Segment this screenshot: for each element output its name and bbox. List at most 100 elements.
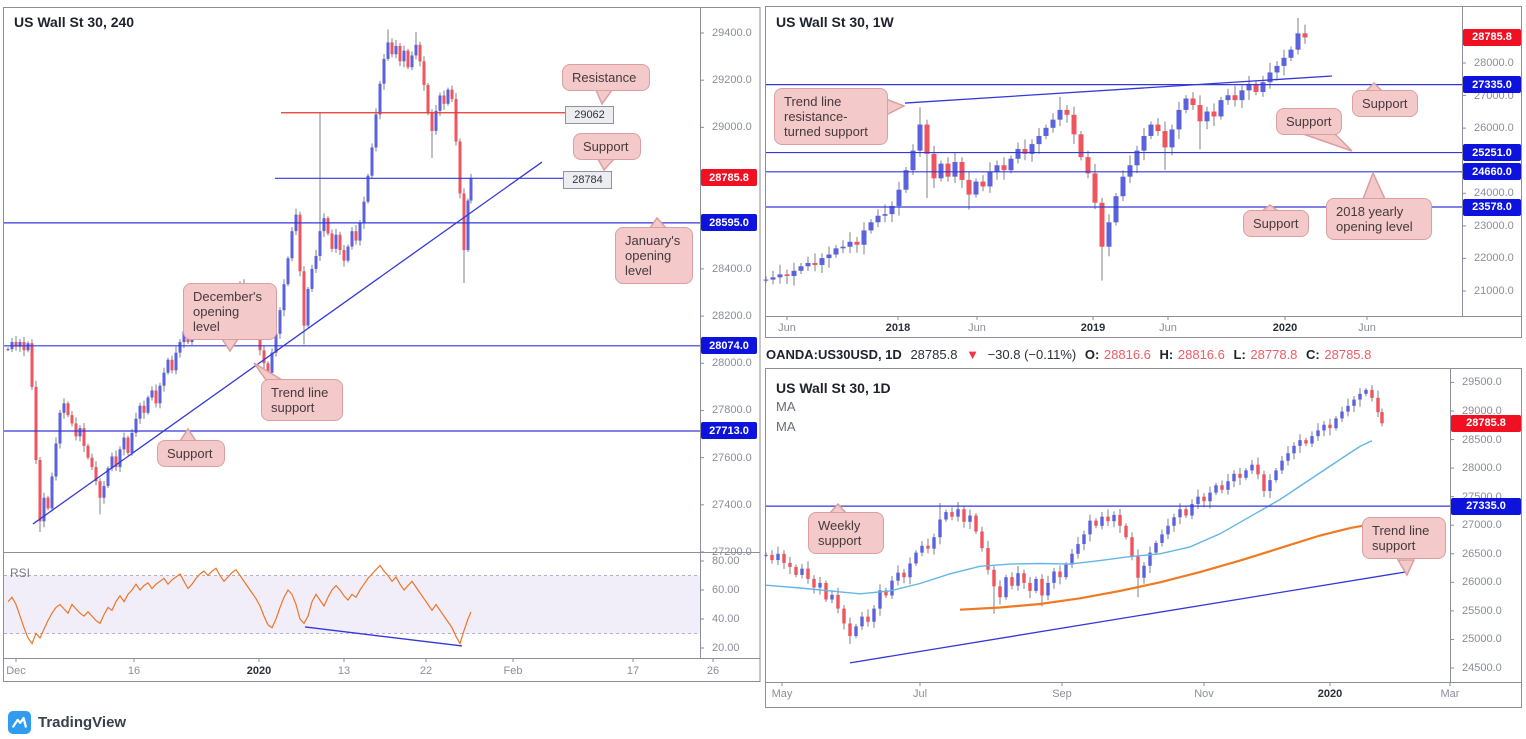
annotation-callout: 2018 yearly opening level bbox=[1326, 198, 1432, 240]
y-axis-label: 27600.0 bbox=[712, 451, 752, 464]
time-axis-label: 16 bbox=[127, 665, 141, 677]
ticker-status-line: OANDA:US30USD, 1D 28785.8 ▼ −30.8 (−0.11… bbox=[766, 347, 1376, 362]
rsi-axis-label: 40.00 bbox=[712, 613, 740, 625]
annotation-callout: December's opening level bbox=[183, 283, 277, 340]
y-axis-label: 29000.0 bbox=[712, 121, 752, 134]
chart-title-4h: US Wall St 30, 240 bbox=[14, 14, 135, 30]
annotation-callout: Resistance bbox=[562, 64, 650, 91]
tradingview-logo[interactable]: TradingView bbox=[8, 711, 126, 734]
rsi-indicator-label[interactable]: RSI bbox=[10, 566, 31, 580]
tradingview-mountain-icon bbox=[8, 711, 31, 734]
y-axis-label: 22000.0 bbox=[1474, 252, 1514, 265]
ticker-close-value: 28785.8 bbox=[1324, 347, 1372, 362]
ticker-high-value: 28816.6 bbox=[1177, 347, 1225, 362]
chart-title-1w: US Wall St 30, 1W bbox=[776, 14, 894, 30]
y-axis-label: 27200.0 bbox=[712, 546, 752, 558]
rsi-axis-label: 20.00 bbox=[712, 642, 740, 654]
time-axis-label: Jul bbox=[912, 688, 928, 700]
ticker-open-value: 28816.6 bbox=[1103, 347, 1151, 362]
y-axis-label: 26000.0 bbox=[1462, 576, 1502, 589]
price-tag-blue: 28595.0 bbox=[701, 214, 757, 232]
annotation-callout: Weekly support bbox=[808, 512, 884, 554]
ma-indicator-label-2[interactable]: MA bbox=[776, 419, 796, 434]
time-axis-label: 22 bbox=[419, 665, 433, 677]
time-axis-label: 26 bbox=[706, 665, 720, 677]
annotation-callout: Support bbox=[1243, 210, 1309, 237]
ticker-low-value: 28778.8 bbox=[1250, 347, 1298, 362]
y-axis-label: 29500.0 bbox=[1462, 376, 1502, 389]
price-tag-blue: 23578.0 bbox=[1463, 198, 1521, 216]
time-axis-label: Jun bbox=[968, 322, 986, 334]
time-axis-label: 2019 bbox=[1080, 322, 1106, 334]
price-tag-red: 28785.8 bbox=[701, 169, 757, 187]
price-tag-red: 28785.8 bbox=[1451, 414, 1521, 432]
y-axis-label: 25000.0 bbox=[1462, 633, 1502, 646]
time-axis-label: 2018 bbox=[885, 322, 911, 334]
rsi-axis-label: 60.00 bbox=[712, 584, 740, 596]
time-axis-label: May bbox=[771, 688, 793, 700]
ticker-low-label: L: bbox=[1233, 347, 1246, 362]
y-axis-label: 28200.0 bbox=[712, 310, 752, 323]
price-tag-blue: 27335.0 bbox=[1451, 497, 1521, 515]
ticker-open-label: O: bbox=[1084, 347, 1100, 362]
y-axis-label: 27000.0 bbox=[1462, 519, 1502, 532]
time-axis-label: Dec bbox=[6, 665, 26, 677]
y-axis-label: 25500.0 bbox=[1462, 604, 1502, 617]
price-level-label[interactable]: 28784 bbox=[563, 171, 612, 189]
time-axis-label: Sep bbox=[1052, 688, 1072, 700]
annotation-callout: January's opening level bbox=[615, 227, 693, 284]
y-axis-label: 29200.0 bbox=[712, 74, 752, 87]
price-tag-blue: 25251.0 bbox=[1463, 144, 1521, 162]
y-axis-label: 28000.0 bbox=[712, 357, 752, 370]
tradingview-logo-text: TradingView bbox=[38, 714, 127, 731]
y-axis-label: 26500.0 bbox=[1462, 547, 1502, 560]
time-axis-label: Mar bbox=[1440, 688, 1460, 700]
time-scale-1w[interactable] bbox=[765, 316, 1522, 337]
price-tag-blue: 27335.0 bbox=[1463, 76, 1521, 94]
time-axis-label: Nov bbox=[1194, 688, 1214, 700]
y-axis-label: 28000.0 bbox=[1474, 57, 1514, 69]
chart-title-1d: US Wall St 30, 1D bbox=[776, 380, 891, 396]
y-axis-label: 29000.0 bbox=[1462, 405, 1502, 417]
y-axis-label: 24500.0 bbox=[1462, 662, 1502, 674]
y-axis-label: 28000.0 bbox=[1462, 462, 1502, 475]
y-axis-label: 23000.0 bbox=[1474, 219, 1514, 232]
time-axis-label: Jun bbox=[1358, 322, 1376, 334]
price-tag-blue: 24660.0 bbox=[1463, 163, 1521, 181]
time-scale-4h[interactable] bbox=[3, 658, 760, 682]
y-axis-label: 27400.0 bbox=[712, 498, 752, 511]
ticker-symbol[interactable]: OANDA:US30USD, 1D bbox=[766, 347, 902, 362]
price-tag-blue: 27713.0 bbox=[701, 422, 757, 440]
y-axis-label: 21000.0 bbox=[1474, 285, 1514, 297]
y-axis-label: 27800.0 bbox=[712, 404, 752, 417]
ticker-high-label: H: bbox=[1159, 347, 1174, 362]
annotation-callout: Trend line support bbox=[1362, 517, 1446, 559]
time-axis-label: Jun bbox=[778, 322, 796, 334]
time-axis-label: 13 bbox=[337, 665, 351, 677]
time-scale-1d[interactable] bbox=[765, 682, 1522, 708]
y-axis-label: 24000.0 bbox=[1474, 187, 1514, 200]
price-tag-red: 28785.8 bbox=[1463, 28, 1521, 46]
rsi-axis-label: 80.00 bbox=[712, 555, 740, 567]
price-level-label[interactable]: 29062 bbox=[565, 106, 614, 124]
y-axis-label: 28400.0 bbox=[712, 262, 752, 275]
y-axis-label: 26000.0 bbox=[1474, 122, 1514, 135]
price-tag-blue: 28074.0 bbox=[701, 337, 757, 355]
ticker-change: −30.8 (−0.11%) bbox=[987, 347, 1077, 362]
time-axis-label: 17 bbox=[626, 665, 640, 677]
ticker-last-price: 28785.8 bbox=[910, 347, 958, 362]
down-arrow-icon: ▼ bbox=[966, 347, 979, 362]
ticker-close-label: C: bbox=[1306, 347, 1320, 362]
annotation-callout: Support bbox=[157, 440, 225, 467]
annotation-callout: Support bbox=[1276, 108, 1342, 135]
time-axis-label: Jun bbox=[1159, 322, 1177, 334]
time-axis-label: 2020 bbox=[246, 665, 272, 677]
time-axis-label: 2020 bbox=[1272, 322, 1298, 334]
annotation-callout: Support bbox=[573, 133, 641, 160]
time-axis-label: Feb bbox=[503, 665, 523, 677]
y-axis-label: 28500.0 bbox=[1462, 433, 1502, 446]
y-axis-label: 29400.0 bbox=[712, 27, 752, 39]
ma-indicator-label-1[interactable]: MA bbox=[776, 399, 796, 414]
